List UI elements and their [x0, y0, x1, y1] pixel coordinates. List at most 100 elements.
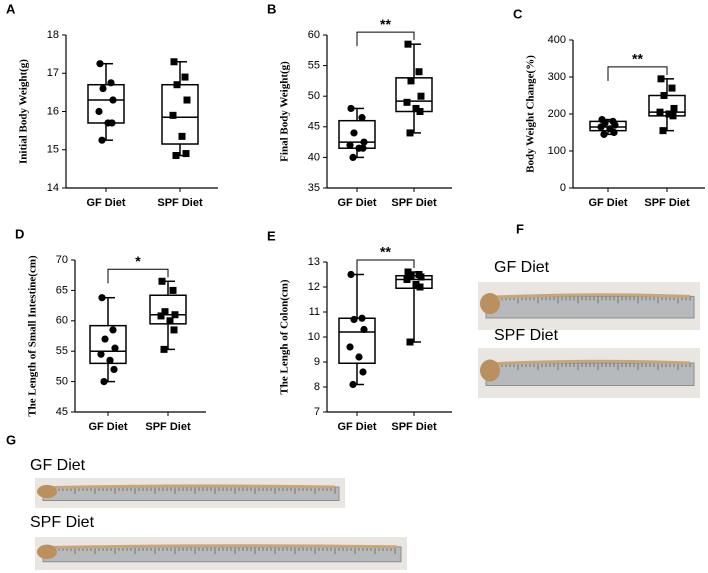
- data-point: [349, 380, 357, 389]
- data-point: [172, 151, 180, 159]
- significance-label: **: [380, 244, 391, 260]
- data-point: [157, 312, 165, 320]
- data-point: [107, 79, 115, 87]
- data-point: [349, 153, 357, 161]
- intestine: [487, 293, 691, 299]
- y-axis-title: The Length of Small Intestine(cm): [27, 255, 39, 417]
- y-tick-label: 0: [560, 182, 566, 194]
- y-tick-label: 60: [56, 315, 68, 327]
- x-tick-label: GF Diet: [86, 197, 125, 209]
- data-point: [109, 96, 117, 104]
- data-point: [417, 92, 425, 100]
- y-tick-label: 50: [56, 376, 68, 388]
- data-point: [346, 141, 354, 149]
- y-tick-label: 14: [47, 182, 59, 194]
- x-tick-label: SPF Diet: [391, 197, 437, 209]
- data-point: [412, 281, 420, 288]
- data-point: [656, 108, 664, 116]
- data-point: [406, 338, 414, 346]
- data-point: [170, 326, 178, 334]
- y-tick-label: 35: [308, 182, 320, 194]
- data-point: [659, 127, 667, 135]
- y-tick-label: 70: [56, 254, 68, 266]
- photo-label: GF Diet: [494, 259, 550, 276]
- data-point: [97, 350, 105, 358]
- data-point: [346, 343, 354, 351]
- data-point: [359, 368, 367, 376]
- box: [89, 324, 127, 365]
- tissue: [480, 293, 500, 315]
- data-point: [95, 107, 103, 116]
- data-point: [99, 84, 107, 93]
- y-axis-title: Body Weight Change(%): [525, 55, 537, 173]
- y-tick-label: 11: [309, 306, 320, 318]
- data-point: [96, 60, 104, 68]
- data-point: [600, 130, 608, 138]
- x-tick-label: SPF Diet: [157, 197, 203, 209]
- tissue: [480, 359, 500, 382]
- data-point: [358, 114, 366, 122]
- x-tick-label: SPF Diet: [644, 197, 690, 209]
- data-point: [665, 110, 673, 118]
- data-point: [611, 121, 619, 129]
- significance-label: **: [380, 16, 391, 32]
- data-point: [416, 108, 424, 115]
- y-axis-title: Final Body Weight(g): [279, 61, 291, 162]
- panel-label: D: [15, 226, 24, 241]
- x-tick-label: GF Diet: [337, 197, 376, 209]
- y-tick-label: 16: [47, 105, 59, 117]
- data-point: [181, 73, 189, 81]
- data-point: [407, 77, 415, 85]
- y-tick-label: 100: [548, 145, 566, 157]
- data-point: [161, 308, 169, 316]
- data-point: [158, 277, 166, 285]
- data-point: [415, 68, 423, 76]
- x-tick-label: GF Diet: [337, 421, 376, 433]
- y-tick-label: 300: [548, 71, 566, 83]
- photo-label: GF Diet: [30, 457, 86, 474]
- photo-label: SPF Diet: [30, 514, 95, 531]
- data-point: [173, 81, 181, 89]
- data-point: [404, 268, 412, 276]
- data-point: [100, 378, 108, 386]
- data-point: [406, 129, 414, 137]
- data-point: [355, 353, 363, 361]
- data-point: [358, 314, 366, 322]
- data-point: [178, 132, 186, 140]
- data-point: [403, 98, 411, 106]
- data-point: [160, 345, 168, 353]
- data-point: [169, 111, 177, 119]
- x-tick-label: GF Diet: [88, 421, 127, 433]
- significance-bracket: [607, 66, 668, 81]
- data-point: [403, 276, 411, 283]
- x-tick-label: GF Diet: [588, 197, 627, 209]
- data-point: [670, 104, 678, 112]
- y-tick-label: 45: [56, 406, 68, 418]
- data-point: [359, 144, 367, 152]
- data-point: [182, 150, 190, 158]
- data-point: [417, 273, 425, 281]
- data-point: [111, 344, 119, 352]
- y-axis-title: The Lengh of Colon(cm): [279, 279, 291, 395]
- panel-label: A: [6, 1, 16, 16]
- y-tick-label: 55: [308, 60, 320, 72]
- data-point: [610, 128, 618, 137]
- tissue: [37, 484, 57, 499]
- y-tick-label: 15: [47, 144, 59, 156]
- data-point: [350, 129, 358, 137]
- data-point: [169, 286, 177, 294]
- data-point: [166, 317, 174, 325]
- y-tick-label: 50: [308, 90, 320, 102]
- x-tick-label: SPF Diet: [145, 421, 191, 433]
- y-tick-label: 45: [308, 121, 320, 133]
- y-tick-label: 17: [47, 67, 59, 79]
- data-point: [597, 123, 605, 131]
- data-point: [98, 136, 106, 144]
- y-tick-label: 40: [308, 151, 320, 163]
- panel-label: C: [513, 6, 523, 21]
- data-point: [110, 365, 118, 374]
- significance-label: *: [135, 253, 141, 269]
- y-tick-label: 12: [308, 281, 320, 293]
- significance-bracket: [356, 31, 415, 47]
- panel-label: G: [6, 432, 16, 447]
